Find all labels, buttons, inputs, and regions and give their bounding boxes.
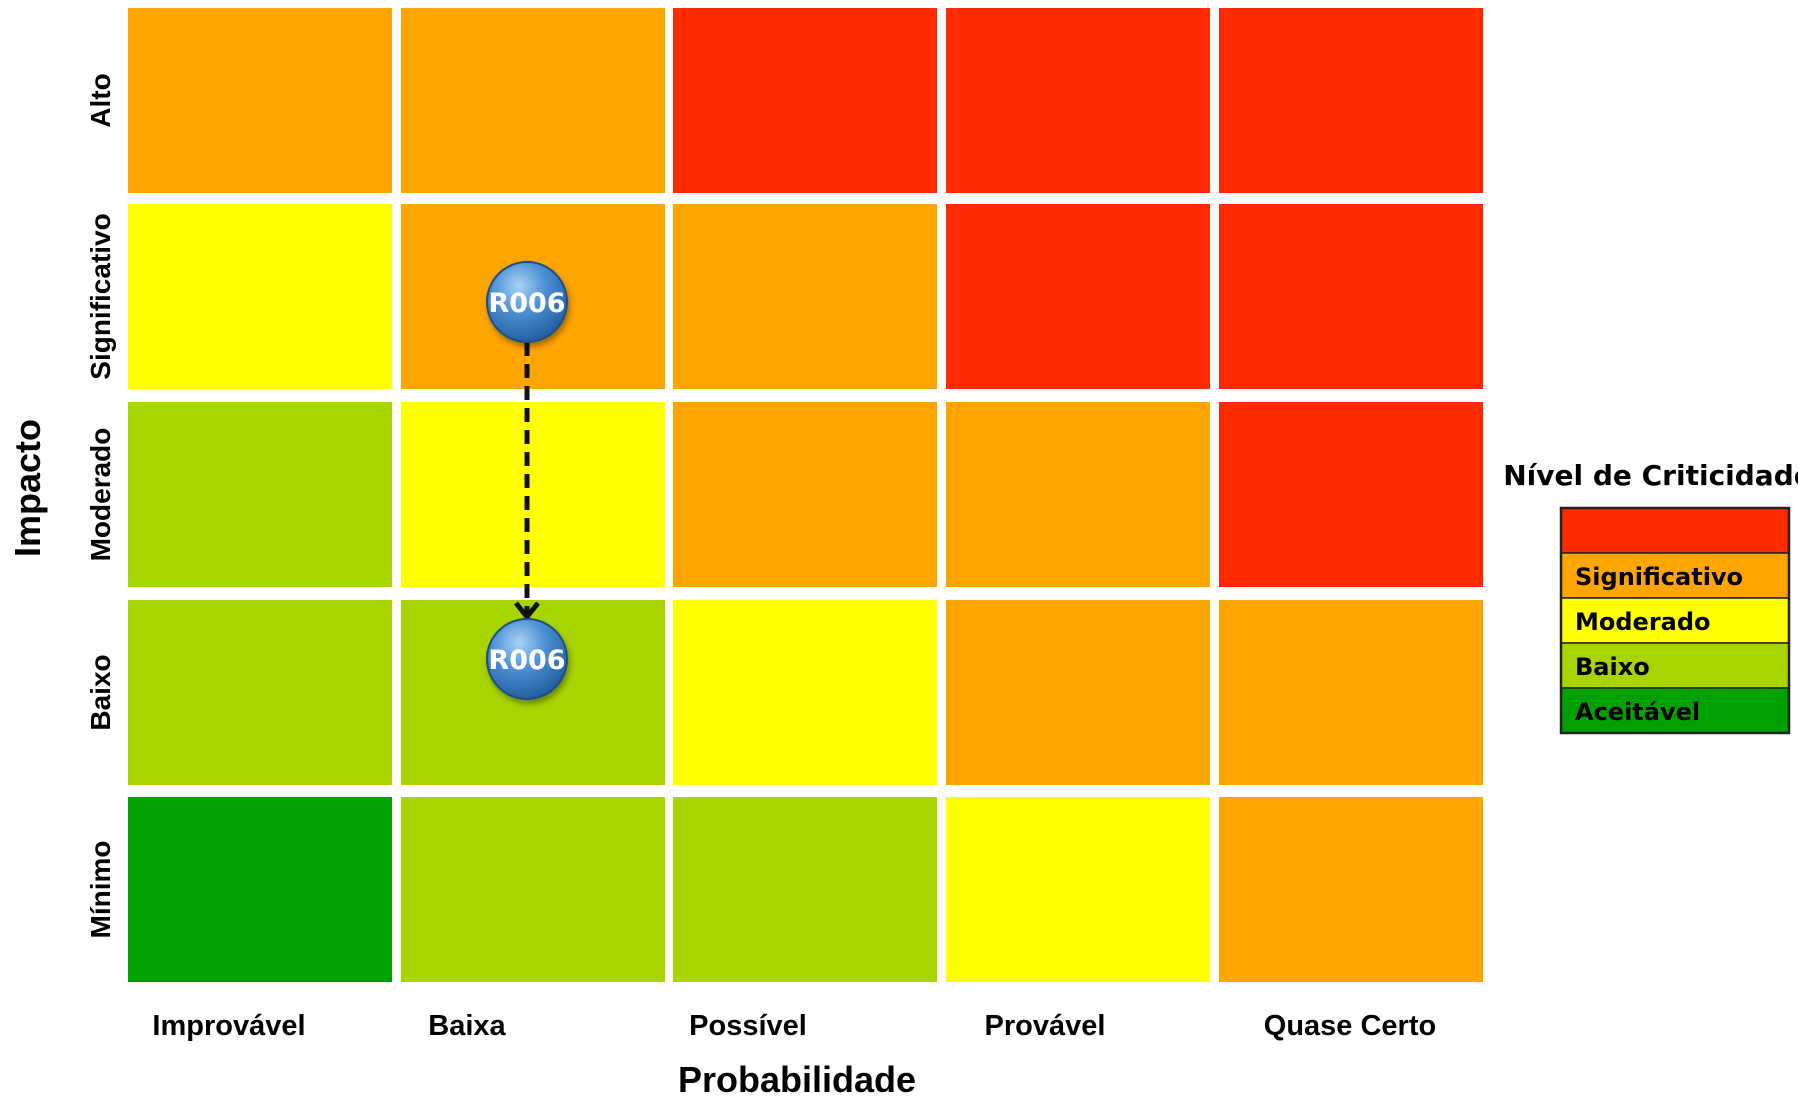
- risk-marker-label: R006: [488, 288, 565, 319]
- y-tick-label-minimo: Mínimo: [85, 841, 116, 939]
- heatmap-cell: [673, 204, 937, 389]
- heatmap-cell: [401, 402, 665, 587]
- heatmap-cell: [673, 8, 937, 193]
- risk-marker-bubble: R006: [486, 261, 568, 343]
- heatmap-cell: [1219, 600, 1483, 785]
- y-axis-title: Impacto: [7, 419, 48, 557]
- y-axis-tick-labels: Alto Significativo Moderado Baixo Mínimo: [85, 73, 116, 938]
- risk-marker-circle: [486, 618, 568, 700]
- legend-border: [1559, 506, 1791, 735]
- heatmap-cell: [946, 600, 1210, 785]
- heatmap-cell: [673, 402, 937, 587]
- heatmap-cell: [128, 204, 392, 389]
- heatmap-cell: [1219, 8, 1483, 193]
- heatmap-cell: [1219, 204, 1483, 389]
- heatmap-cell: [946, 797, 1210, 982]
- x-axis-title: Probabilidade: [678, 1059, 916, 1100]
- heatmap-cell: [946, 402, 1210, 587]
- heatmap-cell: [1219, 797, 1483, 982]
- heatmap-cell: [673, 797, 937, 982]
- legend-label-aceitavel: Aceitável: [1575, 698, 1700, 726]
- heatmap-cell: [128, 8, 392, 193]
- heatmap-cell: [946, 204, 1210, 389]
- heatmap-cell: [128, 797, 392, 982]
- legend-swatch-moderado: [1560, 597, 1790, 644]
- heatmap-cell: [401, 8, 665, 193]
- x-axis-tick-labels: Improvável Baixa Possível Provável Quase Cer…: [152, 1010, 1436, 1042]
- x-tick-label-provavel: Provável: [985, 1010, 1106, 1042]
- y-tick-label-moderado: Moderado: [85, 428, 116, 562]
- legend: Crítico Significativo Moderado Baixo Aceitáv…: [1559, 506, 1791, 735]
- heatmap-cell: [1219, 402, 1483, 587]
- risk-marker-bubble: R006: [486, 618, 568, 700]
- legend-label-baixo: Baixo: [1575, 653, 1650, 681]
- x-tick-label-improvavel: Improvável: [152, 1010, 305, 1042]
- x-tick-label-possivel: Possível: [689, 1010, 807, 1042]
- y-tick-label-significativo: Significativo: [85, 213, 116, 379]
- marker-arrows: [514, 342, 540, 622]
- legend-swatch-significativo: [1560, 552, 1790, 599]
- heatmap-cell: [401, 797, 665, 982]
- heatmap-cell: [946, 8, 1210, 193]
- legend-label-moderado: Moderado: [1575, 608, 1711, 636]
- risk-marker-circle: [486, 261, 568, 343]
- legend-label-critico: Crítico: [1575, 518, 1663, 546]
- heatmap-cell: [128, 600, 392, 785]
- arrow-head-icon: [514, 601, 540, 622]
- risk-markers: R006 R006: [486, 261, 568, 700]
- legend-title: Nível de Criticidade: [1503, 459, 1798, 492]
- heatmap-cell: [673, 600, 937, 785]
- y-tick-label-baixo: Baixo: [85, 654, 116, 730]
- x-tick-label-quase-certo: Quase Certo: [1264, 1010, 1436, 1042]
- heatmap-cell: [128, 402, 392, 587]
- y-tick-label-alto: Alto: [85, 73, 116, 127]
- x-tick-label-baixa: Baixa: [428, 1010, 506, 1042]
- legend-label-significativo: Significativo: [1575, 563, 1743, 591]
- risk-marker-label: R006: [488, 645, 565, 676]
- heatmap-grid: [128, 8, 1483, 982]
